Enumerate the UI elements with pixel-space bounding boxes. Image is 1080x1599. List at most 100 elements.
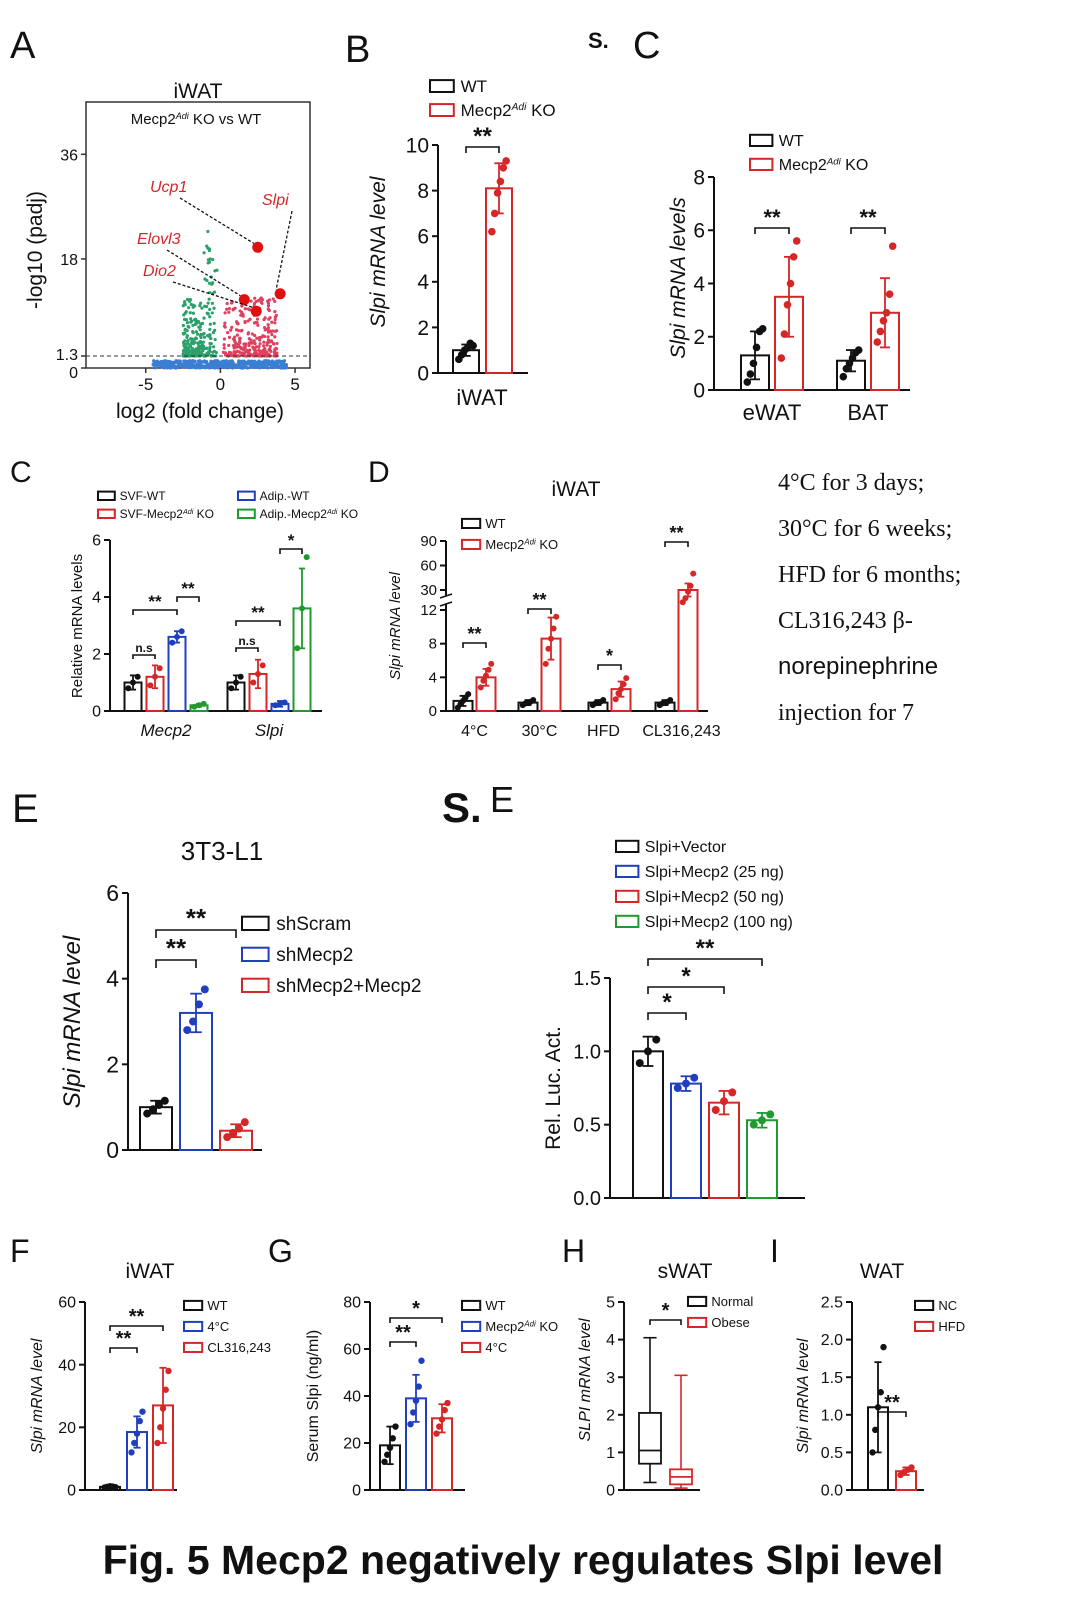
volcano-point-down (206, 301, 210, 305)
D-significance-bracket (462, 642, 487, 648)
volcano-point-down (211, 281, 215, 285)
C2-data-point (174, 633, 180, 640)
C-data-point (786, 279, 795, 288)
volcano-highlight-point (274, 288, 286, 300)
volcano-point-up (255, 317, 260, 321)
C-y-tick-label: 2 (693, 326, 705, 349)
volcano-point-down (209, 341, 213, 346)
volcano-point-up (243, 342, 247, 346)
E2-significance-label: * (681, 963, 691, 990)
E-y-tick-label: 2 (106, 1051, 119, 1077)
E-data-point (183, 1026, 192, 1035)
volcano-point-ns (269, 365, 274, 369)
B-y-tick-label: 10 (406, 134, 429, 157)
volcano-point-down (207, 297, 211, 301)
volcano-point-up (263, 346, 267, 351)
volcano-point-up (222, 343, 226, 347)
volcano-y-tick-label: 36 (60, 147, 78, 164)
B-data-point (499, 164, 508, 172)
E-data-point (229, 1128, 238, 1137)
C-data-point (783, 301, 792, 309)
E2-y-tick-label: 1.5 (573, 968, 601, 990)
panel-B: B 0 2 4 6 8 10 iWAT ** Slpi mRNA level WT Mecp2Adi … (345, 29, 556, 410)
superscript: Adi (326, 507, 338, 516)
E2-data-point (690, 1073, 699, 1082)
E-title: 3T3-L1 (181, 836, 263, 866)
volcano-point-ns (191, 364, 195, 369)
volcano-point-down (189, 337, 193, 341)
volcano-point-ns (282, 359, 287, 363)
D-bar (677, 589, 699, 712)
volcano-point-up (232, 346, 236, 350)
volcano-point-up (266, 307, 270, 311)
volcano-point-down (212, 290, 217, 294)
volcano-point-down (187, 325, 191, 329)
H-significance-label: * (662, 1300, 670, 1322)
E2-legend-label: Slpi+Vector (645, 839, 727, 856)
D-significance-bracket (597, 664, 622, 670)
volcano-point-down (215, 268, 219, 272)
volcano-point-down (200, 321, 205, 326)
D-x-category-label: HFD (587, 723, 620, 740)
D-data-point (465, 691, 472, 698)
volcano-point-down (209, 353, 213, 358)
E-data-point (240, 1118, 249, 1127)
C2-y-axis-label: Relative mRNA levels (69, 554, 86, 698)
C2-data-point (147, 682, 154, 689)
I-data-point (908, 1464, 915, 1471)
E2-bar (670, 1082, 702, 1199)
I-y-tick-label: 0.0 (821, 1483, 843, 1500)
F-y-tick-label: 60 (58, 1295, 76, 1312)
volcano-point-down (205, 346, 209, 350)
volcano-point-up (235, 349, 239, 353)
I-y-tick-label: 2.0 (821, 1332, 843, 1349)
G-significance-label: ** (395, 1322, 411, 1344)
C-data-point (749, 359, 758, 368)
G-data-point (412, 1397, 420, 1404)
F-legend-label: WT (207, 1298, 227, 1313)
volcano-point-up (225, 301, 229, 306)
F-title: iWAT (126, 1260, 175, 1283)
B-data-point (490, 209, 499, 218)
panel-label: D (368, 456, 390, 489)
volcano-point-ns (279, 363, 283, 368)
H-y-tick-label: 3 (606, 1370, 615, 1387)
volcano-point-down (208, 257, 212, 261)
volcano-point-up (249, 341, 253, 345)
F-y-tick-label: 0 (67, 1483, 76, 1500)
volcano-point-ns (273, 360, 277, 365)
volcano-point-up (233, 335, 237, 339)
D-data-point (667, 697, 674, 704)
C2-legend-label: SVF-WT (120, 489, 167, 503)
text-part: KO (526, 101, 555, 120)
volcano-point-down (187, 298, 191, 302)
C2-legend-label: Adip.-WT (260, 489, 311, 503)
volcano-point-up (223, 321, 227, 325)
C2-data-point (169, 639, 176, 646)
D-data-point (682, 595, 689, 602)
panel-label: C (633, 25, 660, 67)
E2-y-tick-label: 0.0 (573, 1188, 601, 1210)
volcano-point-up (253, 333, 257, 338)
volcano-point-down (210, 301, 214, 305)
volcano-point-down (195, 350, 199, 354)
I-y-tick-label: 1.5 (821, 1370, 843, 1387)
volcano-gene-label: Dio2 (143, 263, 176, 280)
E2-data-point (720, 1097, 728, 1106)
volcano-point-down (183, 331, 187, 335)
volcano-point-down (184, 347, 188, 351)
volcano-point-up (267, 348, 271, 352)
G-data-point (407, 1421, 414, 1428)
volcano-point-up (229, 353, 233, 357)
C-data-point (885, 290, 894, 298)
volcano-point-down (191, 311, 195, 315)
C2-significance-bracket (279, 548, 303, 554)
C-x-category-label: BAT (847, 400, 888, 425)
F-y-axis-label: Slpi mRNA level (29, 1338, 46, 1453)
I-data-point (872, 1426, 879, 1434)
volcano-point-ns (224, 366, 228, 370)
B-legend-label: WT (461, 77, 487, 96)
F-legend-label: CL316,243 (207, 1340, 271, 1355)
